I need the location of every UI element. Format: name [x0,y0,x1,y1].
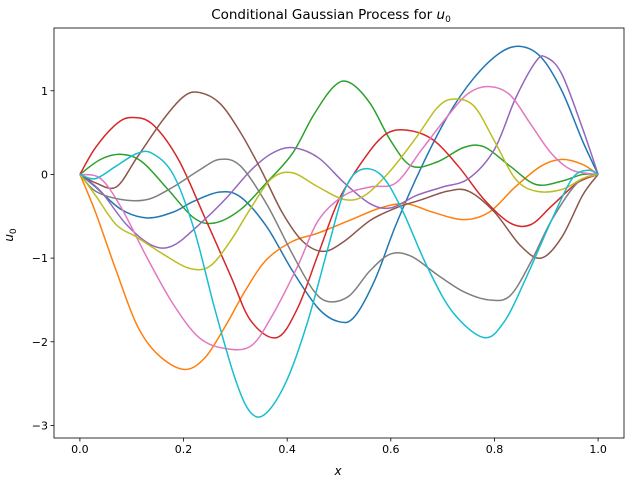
series-line-6 [79,91,599,260]
y-tick-label: 0 [41,168,48,181]
series-line-1 [79,45,599,324]
y-tick-label: 1 [41,85,48,98]
series-line-10 [79,150,599,418]
y-tick-label: −2 [32,336,48,349]
x-tick-label: 0.6 [382,443,400,456]
chart-title: Conditional Gaussian Process for u0 [211,7,451,25]
y-tick-label: −1 [32,252,48,265]
x-axis-label: x [333,464,342,478]
x-tick-label: 0.4 [278,443,296,456]
x-tick-label: 0.0 [71,443,89,456]
series-group [79,45,599,418]
series-line-2 [79,158,599,371]
series-line-9 [79,98,599,271]
x-tick-label: 0.2 [175,443,193,456]
x-tick-label: 1.0 [589,443,607,456]
plot-area: 0.0 0.2 0.4 0.6 0.8 1.0 −3 −2 −1 0 1 [32,27,625,456]
series-line-7 [79,85,599,351]
series-line-3 [79,80,599,225]
y-axis-label: u0 [2,228,19,242]
plot-frame [53,27,625,439]
y-tick-label: −3 [32,419,48,432]
x-tick-label: 0.8 [486,443,504,456]
series-line-8 [79,158,599,303]
series-line-5 [79,55,599,249]
series-line-4 [79,116,599,339]
